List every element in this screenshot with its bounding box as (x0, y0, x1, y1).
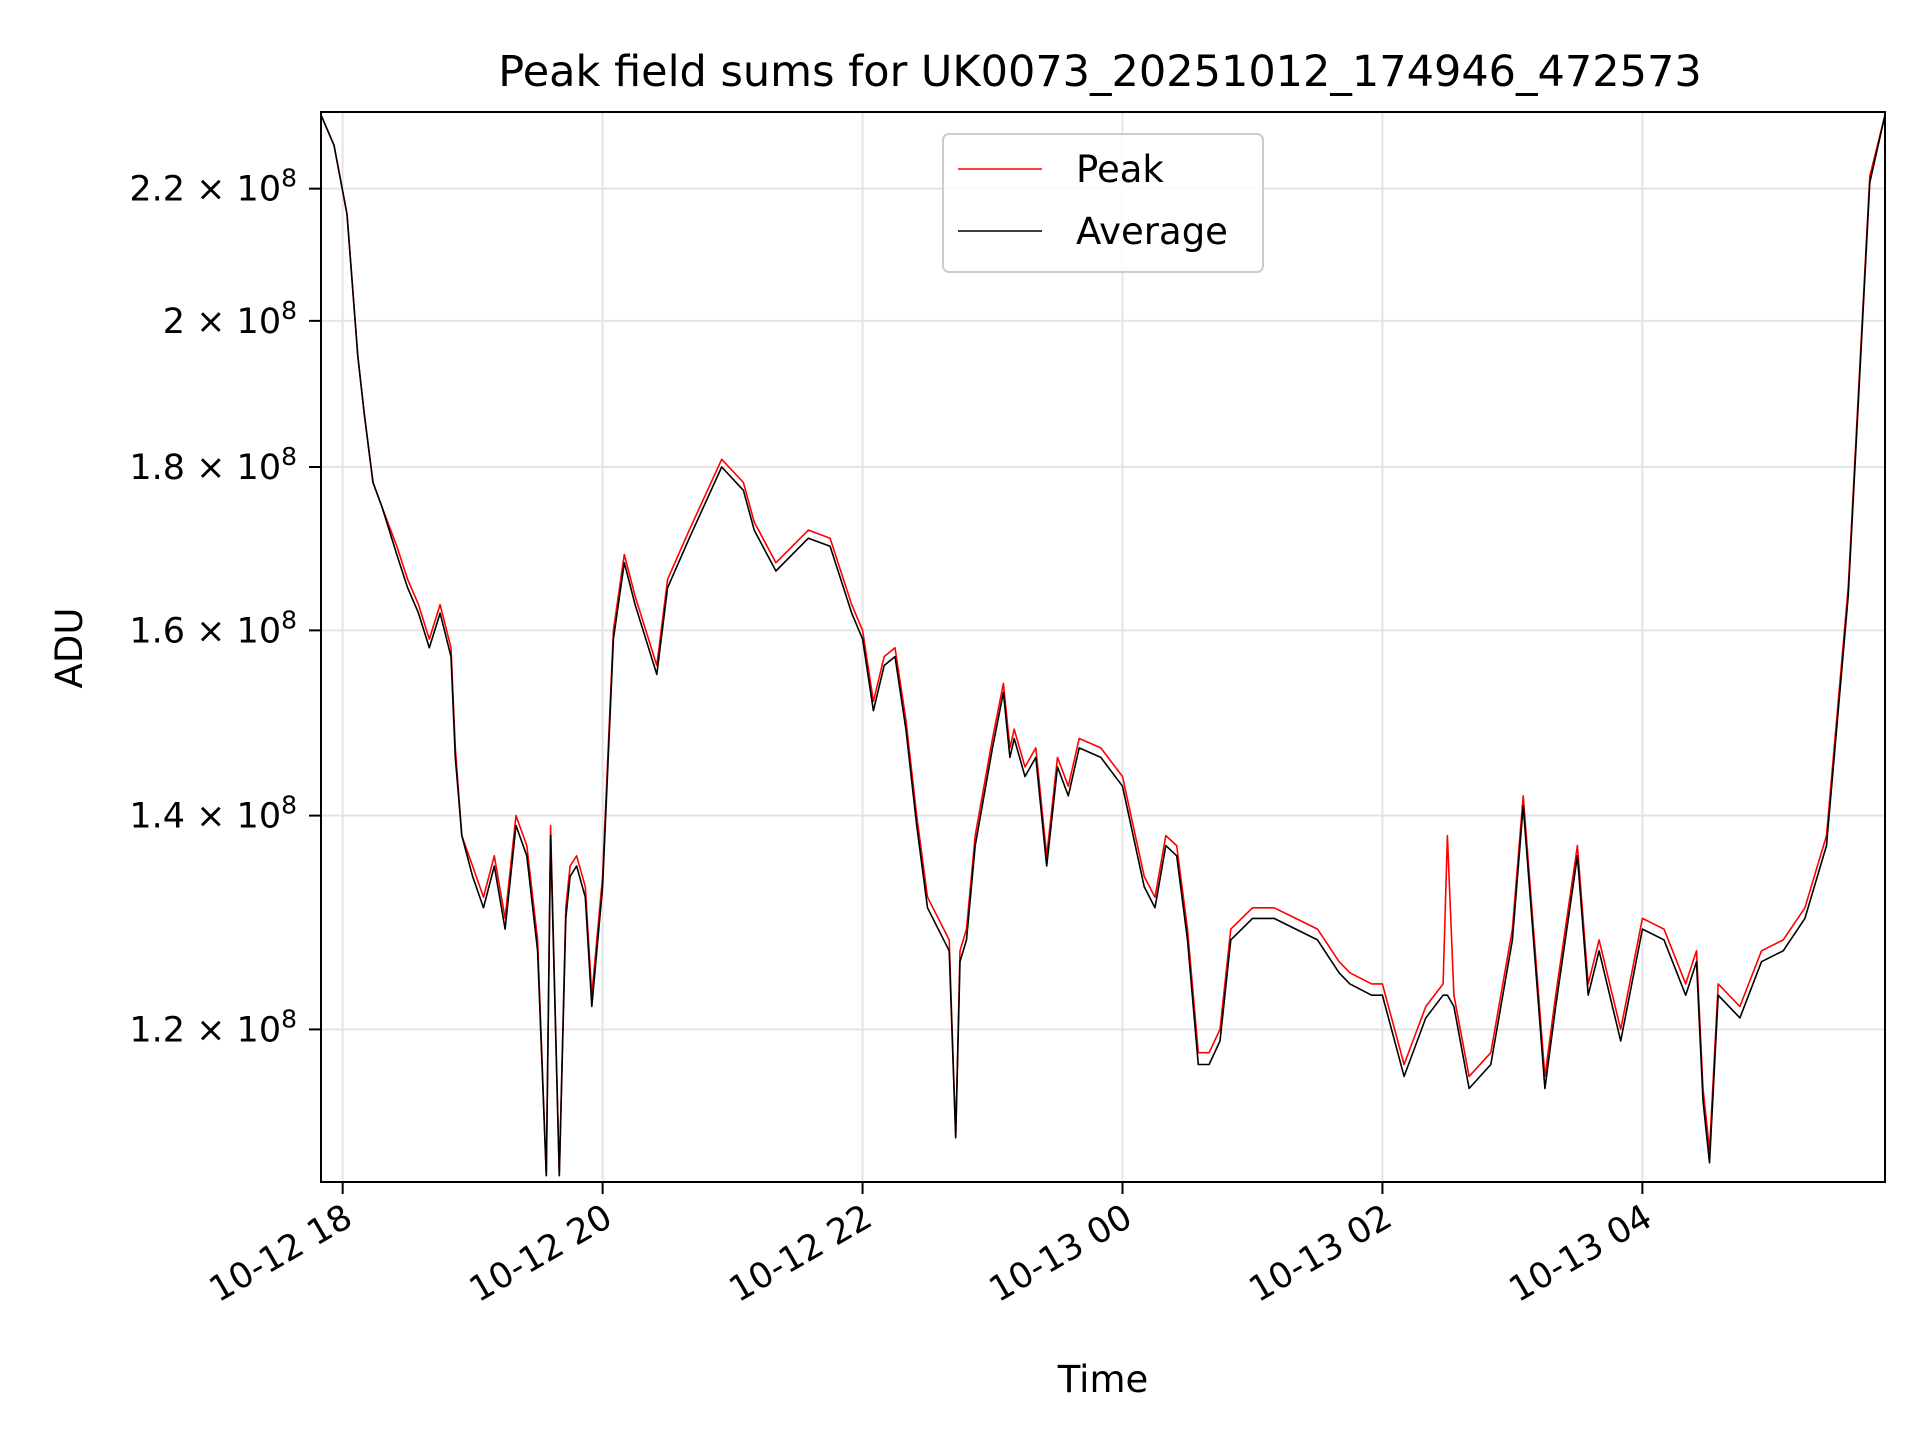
chart-title: Peak field sums for UK0073_20251012_1749… (498, 47, 1701, 97)
y-tick-label: 2.2 × 108 (129, 164, 297, 210)
plot-lines (321, 114, 1885, 1177)
series-line-peak (321, 114, 1885, 1177)
y-tick-label: 1.4 × 108 (129, 791, 297, 837)
x-axis-label: Time (1057, 1358, 1149, 1401)
y-tick-label: 1.6 × 108 (129, 605, 297, 651)
y-tick-label: 1.8 × 108 (129, 442, 297, 488)
y-tick-label: 2 × 108 (163, 296, 297, 342)
plot-frame (320, 111, 1886, 1183)
legend: Peak Average (942, 133, 1264, 273)
y-axis: 1.2 × 108 1.4 × 108 1.6 × 108 1.8 × 108 2 × … (129, 164, 321, 1050)
legend-label-average: Average (1076, 210, 1228, 253)
y-tick-label: 1.2 × 108 (129, 1004, 297, 1050)
series-line-average (321, 114, 1885, 1177)
legend-label-peak: Peak (1076, 148, 1164, 191)
grid (321, 112, 1885, 1182)
y-axis-label: ADU (48, 608, 91, 689)
